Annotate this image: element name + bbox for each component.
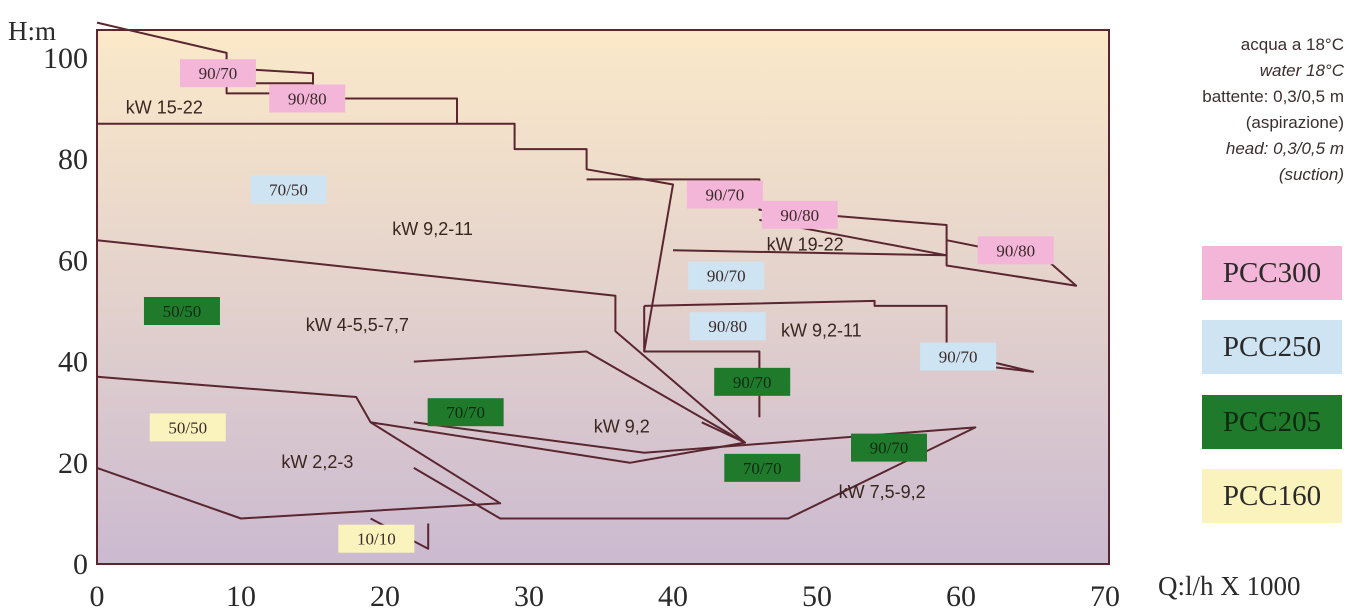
note-line: battente: 0,3/0,5 m: [1202, 87, 1344, 106]
x-tick-label: 40: [658, 580, 688, 610]
pump-tag-box: [179, 59, 256, 88]
pump-tag-box: [250, 175, 327, 204]
tags-layer: 90/70 90/80 70/50 90/70 90/80 90/80 90/70 50/50…: [143, 59, 1054, 553]
pump-tag-label: 70/70: [743, 459, 782, 478]
pump-tag-label: 50/50: [163, 302, 202, 321]
y-tick-label: 60: [58, 244, 88, 277]
kw-label: kW 15-22: [126, 98, 203, 118]
region-curve-pcc250: [644, 299, 1034, 373]
pump-tag-label: 90/70: [733, 373, 772, 392]
pump-tag-label: 90/80: [708, 317, 747, 336]
x-tick-label: 60: [946, 580, 976, 610]
y-tick-label: 40: [58, 346, 88, 379]
pump-tag-box: [714, 367, 791, 396]
note-line: head: 0,3/0,5 m: [1225, 139, 1344, 158]
region-curve-pcc250: [97, 122, 674, 352]
conditions-note: acqua a 18°C water 18°C battente: 0,3/0,…: [1114, 32, 1344, 188]
x-tick-label: 10: [226, 580, 256, 610]
region-curve-pcc205: [96, 239, 746, 444]
kw-label: kW 4-5,5-7,7: [306, 315, 409, 335]
note-line: acqua a 18°C: [1240, 35, 1344, 54]
note-line: water 18°C: [1259, 61, 1344, 80]
pump-tag-label: 10/10: [357, 530, 396, 549]
x-axis-unit: Q:l/h X 1000: [1158, 571, 1301, 601]
pump-tag-label: 90/70: [939, 348, 978, 367]
kw-label: kW 19-22: [767, 234, 844, 254]
pump-tag-box: [427, 398, 504, 427]
region-curve-pcc300: [672, 218, 948, 257]
region-curve-pcc205: [370, 350, 746, 464]
pump-tag-label: 70/70: [446, 403, 485, 422]
ticks-layer: 0 10 20 30 40 50 60 70 0 20 40 60 80 100: [43, 42, 1120, 610]
pump-tag-box: [269, 84, 346, 113]
pump-tag-label: 50/50: [168, 418, 207, 437]
region-curve-pcc160: [96, 375, 502, 520]
y-tick-label: 100: [43, 42, 88, 75]
y-tick-label: 0: [73, 548, 88, 581]
legend-item-pcc300: PCC300: [1202, 246, 1342, 300]
pump-tag-box: [761, 200, 838, 229]
kw-label: kW 2,2-3: [281, 452, 353, 472]
pump-tag-box: [977, 236, 1054, 265]
pump-tag-label: 90/70: [705, 186, 744, 205]
y-tick-label: 20: [58, 447, 88, 480]
pump-tag-label: 90/70: [707, 267, 746, 286]
pump-tag-box: [149, 413, 226, 442]
pump-tag-box: [920, 342, 997, 371]
y-tick-label: 80: [58, 143, 88, 176]
pump-tag-label: 90/70: [870, 439, 909, 458]
note-line: (suction): [1278, 165, 1344, 184]
pump-tag-box: [686, 180, 763, 209]
x-tick-label: 50: [802, 580, 832, 610]
pump-tag-box: [851, 433, 927, 462]
pump-tag-box: [338, 524, 415, 553]
kw-labels-layer: kW 15-22 kW 9,2-11 kW 19-22 kW 4-5,5-7,7 kW …: [126, 98, 926, 503]
pump-tag-box: [724, 453, 801, 482]
kw-label: kW 9,2-11: [781, 320, 862, 340]
pump-tag-label: 90/80: [996, 241, 1035, 260]
pump-tag-label: 90/80: [288, 89, 327, 108]
y-axis-unit: H:m: [8, 16, 56, 46]
legend-item-pcc160: PCC160: [1202, 469, 1342, 523]
region-curve-pcc205: [413, 421, 977, 520]
legend-item-pcc250: PCC250: [1202, 320, 1342, 374]
kw-label: kW 9,2: [594, 416, 650, 436]
x-tick-label: 0: [90, 580, 105, 610]
x-tick-label: 70: [1090, 580, 1120, 610]
pump-tag-label: 90/70: [199, 64, 238, 83]
kw-label: kW 9,2-11: [392, 219, 473, 239]
pump-tag-box: [688, 261, 765, 290]
pump-tag-label: 70/50: [269, 181, 308, 200]
pump-tag-label: 90/80: [780, 206, 819, 225]
plot-area: [96, 29, 1110, 565]
pump-tag-box: [143, 297, 220, 325]
kw-label: kW 7,5-9,2: [839, 482, 926, 502]
legend-item-pcc205: PCC205: [1202, 395, 1342, 449]
x-tick-label: 20: [370, 580, 400, 610]
pump-tag-box: [689, 312, 766, 341]
note-line: (aspirazione): [1245, 113, 1344, 132]
x-tick-label: 30: [514, 580, 544, 610]
